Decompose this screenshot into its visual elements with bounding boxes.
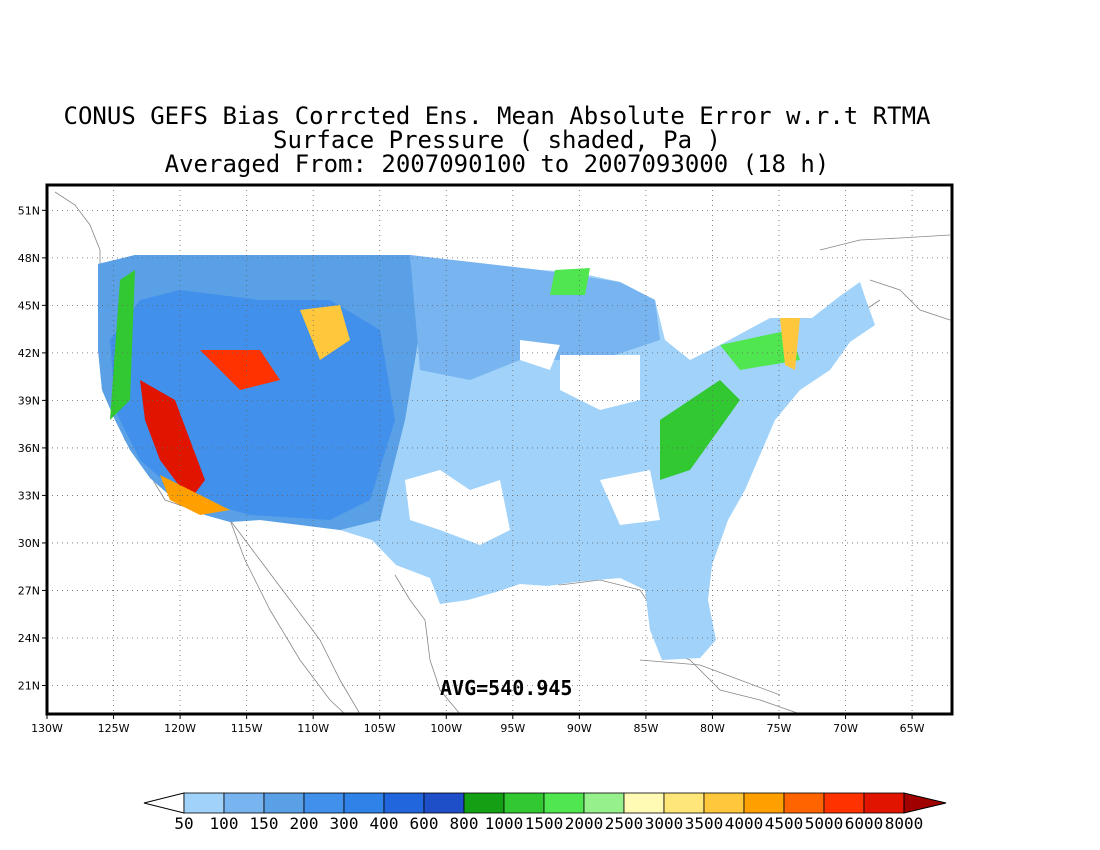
colorbar-label: 2500 [604, 814, 644, 833]
colorbar-swatch [383, 792, 425, 814]
lat-tick-label: 42N [18, 347, 40, 360]
colorbar-label: 1500 [524, 814, 564, 833]
lon-tick-label: 65W [900, 722, 925, 735]
lon-tick-label: 130W [31, 722, 63, 735]
colorbar-label: 3500 [684, 814, 724, 833]
colorbar-label: 50 [174, 814, 194, 833]
colorbar-swatch [743, 792, 785, 814]
colorbar [143, 792, 947, 814]
colorbar-label: 600 [409, 814, 439, 833]
colorbar-label: 4500 [764, 814, 804, 833]
colorbar-label: 1000 [484, 814, 524, 833]
lat-tick-label: 51N [18, 204, 40, 217]
map-panel [45, 183, 954, 716]
colorbar-swatch [703, 792, 745, 814]
colorbar-swatch [223, 792, 265, 814]
map-frame [45, 183, 954, 716]
lon-tick-label: 80W [700, 722, 725, 735]
lat-tick-label: 39N [18, 394, 40, 407]
colorbar-swatch [783, 792, 825, 814]
colorbar-swatch [503, 792, 545, 814]
colorbar-label: 8000 [884, 814, 924, 833]
lon-tick-label: 70W [833, 722, 858, 735]
colorbar-swatch [183, 792, 225, 814]
colorbar-swatch [423, 792, 465, 814]
colorbar-swatch [663, 792, 705, 814]
lat-tick-label: 24N [18, 632, 40, 645]
colorbar-label: 4000 [724, 814, 764, 833]
title-line-3: Averaged From: 2007090100 to 2007093000 … [164, 150, 830, 178]
average-label: AVG=540.945 [440, 676, 573, 700]
title-line-2: Surface Pressure ( shaded, Pa ) [273, 126, 721, 154]
lon-tick-label: 115W [231, 722, 263, 735]
lon-tick-label: 125W [98, 722, 130, 735]
colorbar-label: 300 [329, 814, 359, 833]
lat-tick-label: 48N [18, 252, 40, 265]
lon-tick-label: 100W [430, 722, 462, 735]
colorbar-swatch [543, 792, 585, 814]
lon-tick-label: 75W [767, 722, 792, 735]
lon-tick-label: 120W [164, 722, 196, 735]
colorbar-label: 800 [449, 814, 479, 833]
lat-tick-label: 36N [18, 442, 40, 455]
colorbar-label: 5000 [804, 814, 844, 833]
colorbar-label: 2000 [564, 814, 604, 833]
lat-tick-label: 45N [18, 299, 40, 312]
colorbar-swatch [583, 792, 625, 814]
lon-tick-label: 90W [567, 722, 592, 735]
colorbar-under-triangle [143, 792, 185, 814]
lon-tick-label: 85W [633, 722, 658, 735]
colorbar-label: 400 [369, 814, 399, 833]
colorbar-swatch [823, 792, 865, 814]
title-line-1: CONUS GEFS Bias Corrcted Ens. Mean Absol… [63, 102, 931, 130]
lon-tick-label: 95W [500, 722, 525, 735]
shaded-field [98, 255, 875, 660]
colorbar-label: 3000 [644, 814, 684, 833]
lon-tick-label: 105W [364, 722, 396, 735]
colorbar-label: 200 [289, 814, 319, 833]
grid [47, 185, 952, 714]
lat-tick-label: 30N [18, 537, 40, 550]
axis-ticks: 130W 125W 120W 115W 110W 105W 100W 95W 90W 85W 80W… [18, 204, 925, 735]
colorbar-swatch [623, 792, 665, 814]
colorbar-label: 100 [209, 814, 239, 833]
colorbar-swatch [343, 792, 385, 814]
colorbar-label: 6000 [844, 814, 884, 833]
colorbar-swatch [263, 792, 305, 814]
lon-tick-label: 110W [297, 722, 329, 735]
colorbar-label: 150 [249, 814, 279, 833]
colorbar-swatch [863, 792, 905, 814]
colorbar-over-triangle [903, 792, 947, 814]
colorbar-swatch [463, 792, 505, 814]
lat-tick-label: 33N [18, 489, 40, 502]
lat-tick-label: 27N [18, 584, 40, 597]
colorbar-swatch [303, 792, 345, 814]
lat-tick-label: 21N [18, 679, 40, 692]
